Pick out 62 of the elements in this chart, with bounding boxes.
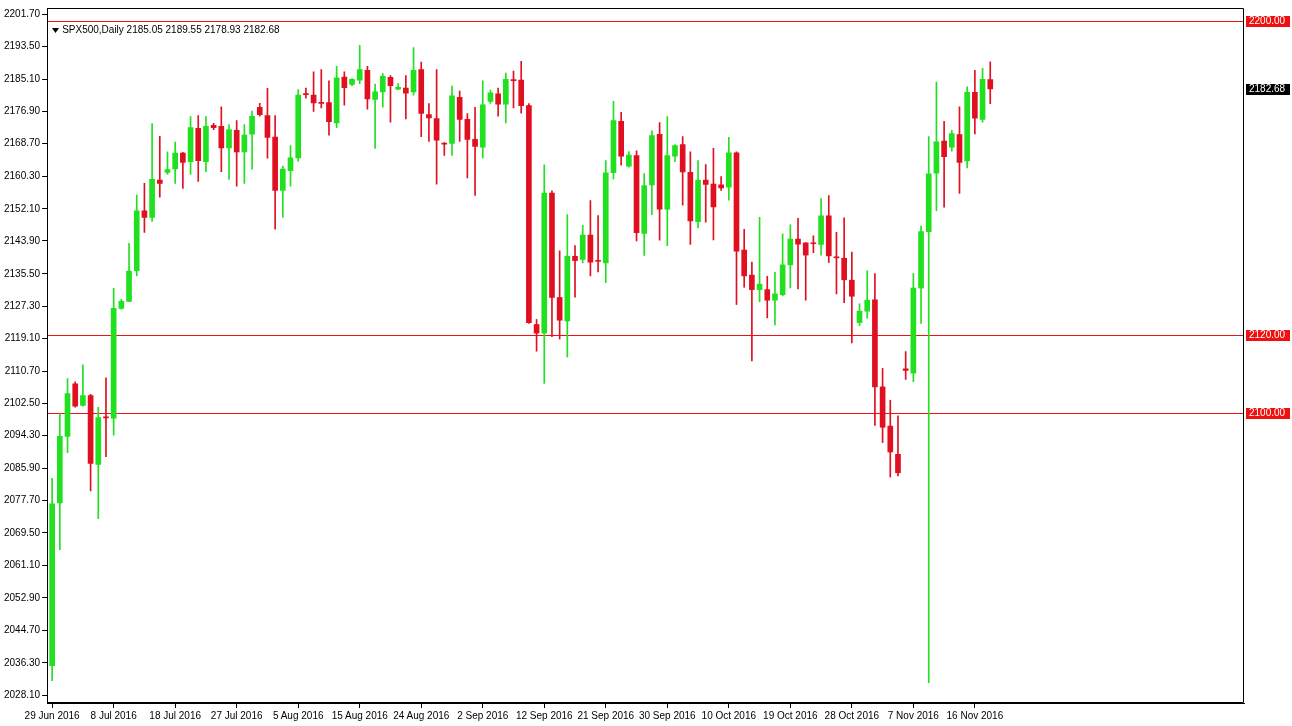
- y-tick-label: 2160.30: [3, 170, 41, 182]
- x-tick-label: 29 Jun 2016: [24, 709, 81, 721]
- y-tick-label: 2102.50: [3, 397, 41, 409]
- candlestick: [987, 61, 994, 104]
- x-tick-label: 27 Jul 2016: [210, 709, 263, 721]
- x-tick-label: 24 Aug 2016: [393, 709, 450, 721]
- ref-line-label: 2120.00: [1249, 329, 1286, 341]
- candlestick: [403, 75, 409, 120]
- y-tick-label: 2185.10: [3, 73, 41, 85]
- y-tick-label: 2135.50: [3, 267, 41, 279]
- y-tick-label: 2036.30: [3, 656, 41, 668]
- x-tick-label: 5 Aug 2016: [272, 709, 324, 721]
- x-tick-label: 7 Nov 2016: [887, 709, 940, 721]
- y-tick-label: 2168.70: [3, 137, 41, 149]
- y-tick-label: 2110.70: [4, 364, 41, 376]
- candlestick: [795, 217, 801, 290]
- x-tick-label: 30 Sep 2016: [638, 709, 697, 721]
- ref-line-label: 2200.00: [1249, 15, 1286, 27]
- y-tick-label: 2052.90: [3, 591, 41, 603]
- y-tick-label: 2094.30: [3, 429, 41, 441]
- candlestick: [303, 87, 309, 99]
- candlestick: [702, 164, 709, 223]
- text: 2182.68: [1249, 83, 1286, 95]
- candlestick: [749, 261, 755, 362]
- candlestick: [772, 272, 778, 326]
- x-tick-label: 16 Nov 2016: [946, 709, 1004, 721]
- candlestick: [372, 83, 378, 149]
- y-tick-label: 2201.70: [3, 8, 41, 20]
- candlestick: [595, 215, 601, 273]
- x-tick-label: 15 Aug 2016: [331, 709, 389, 721]
- y-tick-label: 2028.10: [3, 688, 41, 700]
- x-tick-label: 12 Sep 2016: [515, 709, 574, 721]
- candlestick: [472, 106, 478, 196]
- candlestick: [864, 270, 871, 319]
- text: SPX500,Daily 2185.05 2189.55 2178.93 2182.68: [62, 24, 280, 36]
- candlestick: [849, 251, 855, 344]
- y-tick-label: 2176.90: [3, 105, 41, 117]
- x-tick-label: 10 Oct 2016: [701, 709, 757, 721]
- y-tick-label: 2061.10: [3, 559, 41, 571]
- y-tick-label: 2152.10: [3, 202, 41, 214]
- y-tick-label: 2044.70: [3, 623, 41, 635]
- candlestick: [802, 242, 809, 301]
- x-tick-label: 28 Oct 2016: [824, 709, 880, 721]
- candlestick: [426, 103, 432, 142]
- x-tick-label: 21 Sep 2016: [577, 709, 635, 721]
- y-tick-label: 2077.70: [3, 494, 41, 506]
- y-tick-label: 2069.50: [3, 526, 41, 538]
- y-tick-label: 2085.90: [3, 462, 41, 474]
- x-tick-label: 2 Sep 2016: [457, 709, 509, 721]
- candlestick: [156, 135, 163, 198]
- candlestick: [941, 121, 947, 208]
- y-tick-label: 2193.50: [3, 40, 41, 52]
- y-tick-label: 2143.90: [3, 234, 41, 246]
- y-tick-label: 2127.30: [3, 299, 41, 311]
- x-tick-label: 19 Oct 2016: [763, 709, 819, 721]
- y-tick-label: 2119.10: [4, 331, 41, 343]
- candlestick: [572, 245, 578, 298]
- candlestick: [925, 136, 932, 683]
- x-tick-label: 18 Jul 2016: [149, 709, 202, 721]
- candlestick: [318, 69, 325, 109]
- x-tick-label: 8 Jul 2016: [90, 709, 138, 721]
- ref-line-label: 2100.00: [1249, 407, 1286, 419]
